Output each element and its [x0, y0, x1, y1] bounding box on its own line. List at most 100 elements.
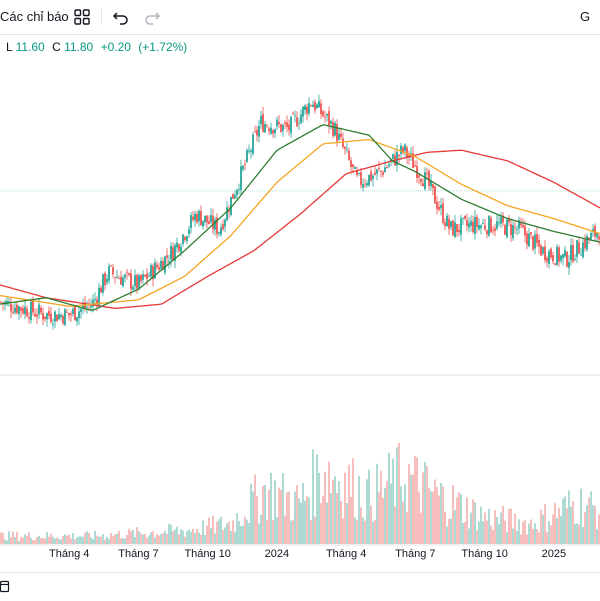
volume-bar — [290, 520, 292, 544]
candle-body — [228, 210, 230, 212]
candle-body — [220, 227, 222, 235]
volume-bar — [148, 535, 150, 544]
candle-body — [272, 130, 274, 134]
volume-bar — [594, 505, 596, 544]
candle-body — [82, 305, 84, 309]
undo-icon[interactable] — [111, 7, 131, 27]
candle-body — [202, 220, 204, 227]
volume-bar — [368, 469, 370, 544]
toolbar-right-label[interactable]: G — [580, 9, 591, 24]
volume-bar — [576, 523, 578, 544]
candle-body — [184, 236, 186, 240]
volume-bar — [256, 495, 258, 544]
volume-bar — [222, 530, 224, 544]
volume-bar — [354, 517, 356, 544]
volume-bar — [216, 521, 218, 544]
volume-bar — [464, 521, 466, 544]
candle-body — [540, 245, 542, 256]
volume-bar — [192, 528, 194, 544]
candle-body — [152, 265, 154, 280]
volume-bar — [424, 461, 426, 544]
volume-bar — [76, 537, 78, 544]
volume-bar — [456, 497, 458, 544]
volume-bar — [586, 505, 588, 544]
candle-body — [306, 106, 308, 114]
volume-bar — [596, 529, 598, 544]
volume-bar — [374, 519, 376, 544]
candle-body — [204, 215, 206, 222]
candle-body — [378, 167, 380, 169]
volume-bar — [570, 506, 572, 544]
candle-body — [144, 274, 146, 277]
candle-body — [260, 116, 262, 125]
candle-body — [246, 150, 248, 162]
volume-bar — [454, 510, 456, 544]
volume-bar — [512, 528, 514, 544]
x-tick-label: 2025 — [542, 548, 566, 560]
indicators-button[interactable]: Các chỉ báo — [0, 9, 69, 24]
volume-bar — [546, 532, 548, 544]
volume-bar — [552, 514, 554, 544]
candle-body — [22, 308, 24, 314]
volume-bar — [152, 531, 154, 544]
volume-bar — [218, 519, 220, 544]
volume-bar — [164, 530, 166, 544]
candle-body — [340, 133, 342, 137]
volume-bar — [246, 519, 248, 544]
volume-bar — [542, 514, 544, 544]
candle-body — [172, 247, 174, 261]
volume-bar — [572, 501, 574, 544]
volume-bar — [130, 531, 132, 544]
candle-body — [300, 114, 302, 124]
volume-bar — [324, 471, 326, 544]
candle-body — [450, 221, 452, 227]
candle-body — [156, 264, 158, 268]
volume-bar — [14, 537, 16, 544]
volume-bar — [260, 515, 262, 544]
candle-body — [222, 224, 224, 230]
candle-body — [58, 314, 60, 320]
volume-bar — [580, 488, 582, 544]
volume-bar — [498, 523, 500, 544]
candle-body — [458, 229, 460, 233]
candle-body — [66, 311, 68, 313]
volume-bar — [156, 533, 158, 544]
calendar-icon[interactable] — [0, 579, 10, 593]
volume-bar — [284, 515, 286, 544]
candle-body — [422, 183, 424, 187]
volume-bar — [308, 497, 310, 544]
candle-body — [400, 145, 402, 154]
candle-body — [240, 166, 242, 191]
volume-bar — [372, 521, 374, 544]
volume-bar — [46, 531, 48, 544]
volume-bar — [266, 520, 268, 544]
volume-bar — [388, 452, 390, 544]
volume-bar — [428, 488, 430, 544]
candle-body — [398, 154, 400, 157]
candle-body — [594, 225, 596, 237]
candle-body — [104, 273, 106, 286]
candle-body — [312, 104, 314, 108]
volume-bar — [444, 511, 446, 544]
volume-bar — [230, 531, 232, 544]
candle-body — [558, 247, 560, 262]
candle-body — [52, 323, 54, 325]
candle-body — [318, 100, 320, 108]
candle-body — [342, 138, 344, 147]
close-key: C — [52, 40, 61, 54]
volume-bar — [558, 507, 560, 544]
volume-bar — [436, 487, 438, 544]
candle-body — [188, 229, 190, 235]
volume-bar — [272, 520, 274, 544]
candle-body — [108, 265, 110, 281]
candle-body — [122, 277, 124, 287]
layout-grid-icon[interactable] — [72, 7, 92, 27]
volume-bar — [346, 503, 348, 544]
candle-body — [254, 131, 256, 133]
price-chart[interactable]: Tháng 4 Tháng 7 Tháng 10 2024 Tháng 4 Tháng 7… — [0, 34, 600, 572]
candle-body — [496, 221, 498, 229]
redo-icon[interactable] — [142, 7, 162, 27]
volume-bar — [486, 520, 488, 544]
candle-body — [368, 174, 370, 186]
candle-body — [574, 259, 576, 261]
